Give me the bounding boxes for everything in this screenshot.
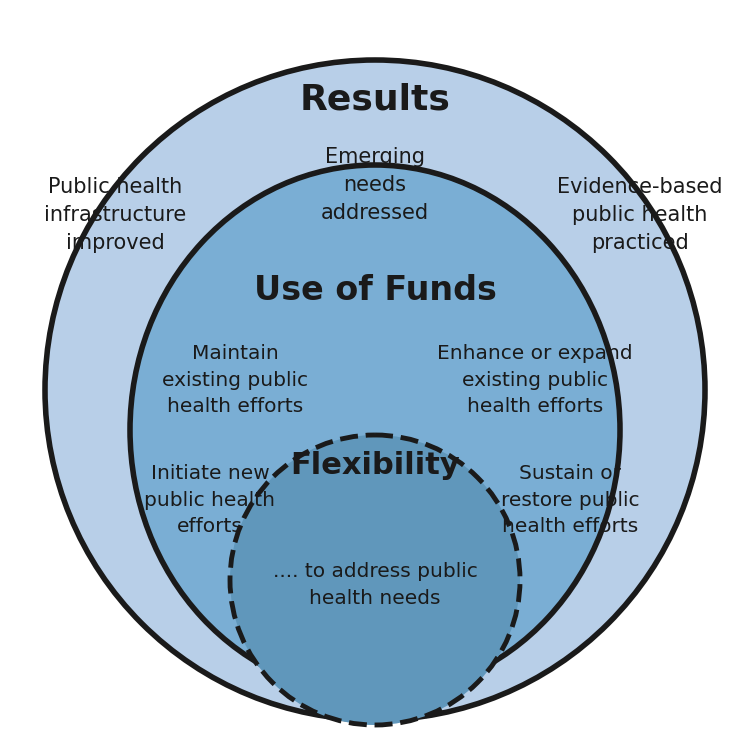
Text: Initiate new
public health
efforts: Initiate new public health efforts bbox=[145, 464, 275, 536]
Text: Results: Results bbox=[299, 83, 451, 117]
Circle shape bbox=[230, 435, 520, 725]
Text: .... to address public
health needs: .... to address public health needs bbox=[273, 562, 477, 608]
Circle shape bbox=[45, 60, 705, 720]
Text: Sustain or
restore public
health efforts: Sustain or restore public health efforts bbox=[501, 464, 639, 536]
Ellipse shape bbox=[130, 165, 620, 695]
Text: Public health
infrastructure
improved: Public health infrastructure improved bbox=[44, 177, 186, 253]
Text: Use of Funds: Use of Funds bbox=[254, 273, 496, 307]
Text: Emerging
needs
addressed: Emerging needs addressed bbox=[321, 147, 429, 223]
Text: Maintain
existing public
health efforts: Maintain existing public health efforts bbox=[162, 344, 308, 416]
Text: Flexibility: Flexibility bbox=[290, 451, 460, 479]
Text: Evidence-based
public health
practiced: Evidence-based public health practiced bbox=[557, 177, 723, 253]
Text: Enhance or expand
existing public
health efforts: Enhance or expand existing public health… bbox=[437, 344, 633, 416]
